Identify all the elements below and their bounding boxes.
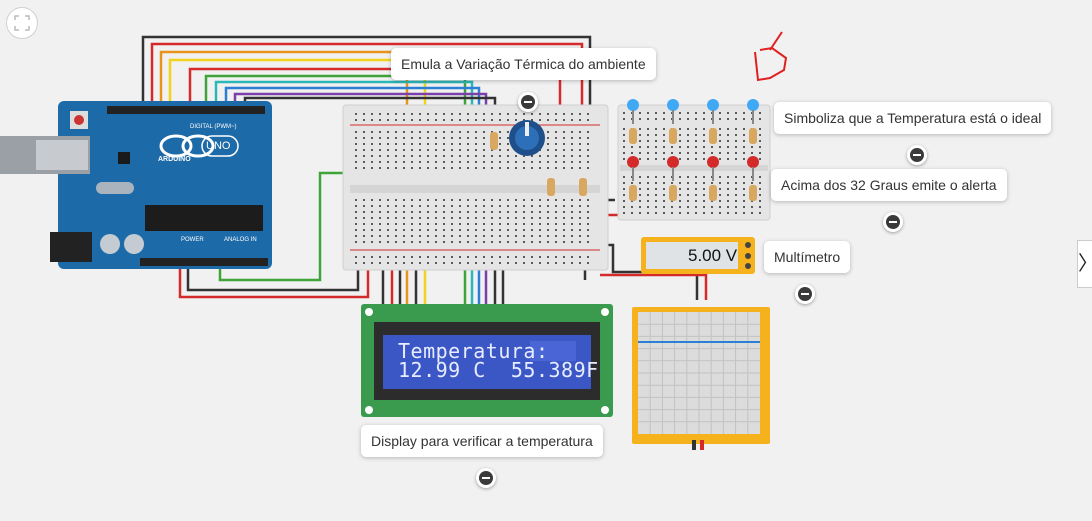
callout-multimetro[interactable]: Multímetro <box>764 241 851 273</box>
blue-led[interactable] <box>667 99 679 111</box>
power-pins-label: POWER <box>181 237 204 243</box>
blue-leds[interactable] <box>627 99 759 124</box>
collapse-multimetro-icon[interactable] <box>795 284 815 304</box>
oscilloscope[interactable] <box>632 307 770 450</box>
collapse-display-icon[interactable] <box>476 468 496 488</box>
arduino-model-label: UNO <box>206 140 231 152</box>
power-jack <box>50 232 92 262</box>
resistor[interactable] <box>709 185 717 201</box>
collapse-simboliza-icon[interactable] <box>907 145 927 165</box>
multimeter[interactable] <box>641 237 755 274</box>
blue-led[interactable] <box>747 99 759 111</box>
digital-header <box>107 106 247 114</box>
red-led[interactable] <box>627 156 639 168</box>
callout-emula[interactable]: Emula a Variação Térmica do ambiente <box>391 48 656 80</box>
resistor[interactable] <box>669 128 677 144</box>
red-led[interactable] <box>707 156 719 168</box>
callout-simboliza[interactable]: Simboliza que a Temperatura está o ideal <box>774 102 1052 134</box>
lcd-16x2[interactable] <box>361 304 613 417</box>
fit-screen-icon <box>14 15 30 31</box>
callout-acima[interactable]: Acima dos 32 Graus emite o alerta <box>771 169 1007 201</box>
lcd-line-1: Temperatura: <box>398 339 549 363</box>
lcd-line-2: 12.99 C 55.389F <box>398 358 599 382</box>
blue-led[interactable] <box>707 99 719 111</box>
digital-pins-label: DIGITAL (PWM~) <box>190 124 237 130</box>
hand-drawn-mark <box>754 31 788 82</box>
resistor[interactable] <box>629 128 637 144</box>
collapse-acima-icon[interactable] <box>883 212 903 232</box>
power-analog-header <box>140 258 268 266</box>
callout-display[interactable]: Display para verificar a temperatura <box>361 425 603 457</box>
multimeter-reading: 5.00 V <box>688 246 738 265</box>
led-breadboard[interactable] <box>617 104 771 221</box>
breadboard-holes <box>355 113 589 264</box>
arduino-uno-board[interactable] <box>0 101 272 269</box>
collapse-emula-icon[interactable] <box>518 92 538 112</box>
blue-led[interactable] <box>627 99 639 111</box>
led-resistors[interactable] <box>629 128 757 201</box>
analog-pins-label: ANALOG IN <box>224 237 257 243</box>
breadboard-resistors[interactable] <box>490 132 587 196</box>
resistor[interactable] <box>749 185 757 201</box>
arduino-logo-icon <box>159 134 193 158</box>
potentiometer[interactable] <box>509 120 545 156</box>
resistor[interactable] <box>669 185 677 201</box>
red-leds[interactable] <box>627 156 759 181</box>
resistor[interactable] <box>709 128 717 144</box>
red-led[interactable] <box>667 156 679 168</box>
zoom-fit-button[interactable] <box>6 7 38 39</box>
atmega-chip <box>145 205 263 231</box>
resistor[interactable] <box>629 185 637 201</box>
resistor[interactable] <box>749 128 757 144</box>
arduino-brand-label: ARDUINO <box>158 156 191 163</box>
breadboard[interactable] <box>342 104 609 271</box>
red-led[interactable] <box>747 156 759 168</box>
side-panel-toggle[interactable]: 〉 <box>1077 240 1092 288</box>
